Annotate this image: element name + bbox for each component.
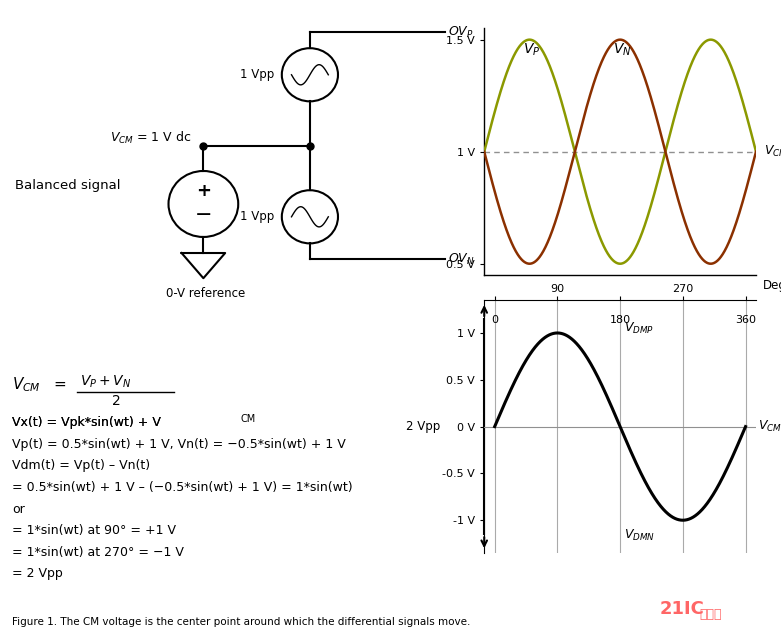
Text: $V_{DMN}$: $V_{DMN}$ (623, 528, 654, 543)
Text: $OV_N$: $OV_N$ (448, 252, 475, 267)
Text: CM: CM (241, 414, 256, 423)
Text: =: = (53, 377, 66, 392)
Text: Vx(t) = Vpk*sin(wt) + V: Vx(t) = Vpk*sin(wt) + V (12, 416, 161, 429)
Text: $V_P$: $V_P$ (523, 42, 540, 58)
Text: $V_{CM}$: $V_{CM}$ (764, 144, 781, 159)
Text: Figure 1. The CM voltage is the center point around which the differential signa: Figure 1. The CM voltage is the center p… (12, 617, 470, 627)
Text: $V_N$: $V_N$ (613, 42, 632, 58)
Text: +: + (196, 182, 211, 200)
Text: $V_P + V_N$: $V_P + V_N$ (80, 374, 131, 391)
Text: $V_{CM}$: $V_{CM}$ (758, 419, 781, 434)
Text: = 2 Vpp: = 2 Vpp (12, 568, 62, 580)
Text: 270: 270 (672, 284, 694, 294)
Text: or: or (12, 502, 25, 516)
Text: Balanced signal: Balanced signal (15, 179, 120, 192)
Text: $V_{DMP}$: $V_{DMP}$ (623, 320, 654, 336)
Text: 1 Vpp: 1 Vpp (241, 210, 275, 223)
Text: $OV_P$: $OV_P$ (448, 25, 473, 40)
Text: −: − (194, 205, 212, 225)
Text: Degree: Degree (763, 279, 781, 292)
Text: 2: 2 (112, 394, 120, 408)
Text: 21IC: 21IC (660, 600, 704, 618)
Text: $V_{CM}$: $V_{CM}$ (12, 375, 41, 394)
Text: Vx(t) = Vpk*sin(wt) + V: Vx(t) = Vpk*sin(wt) + V (12, 416, 161, 429)
Text: 0-V reference: 0-V reference (166, 288, 245, 300)
Text: 电子网: 电子网 (699, 607, 722, 621)
Text: $V_{CM}$ = 1 V dc: $V_{CM}$ = 1 V dc (109, 130, 191, 145)
Text: 0: 0 (491, 315, 498, 325)
Text: Vdm(t) = Vp(t) – Vn(t): Vdm(t) = Vp(t) – Vn(t) (12, 459, 150, 472)
Text: 360: 360 (735, 315, 756, 325)
Text: 90: 90 (551, 284, 565, 294)
Text: Vp(t) = 0.5*sin(wt) + 1 V, Vn(t) = −0.5*sin(wt) + 1 V: Vp(t) = 0.5*sin(wt) + 1 V, Vn(t) = −0.5*… (12, 438, 346, 451)
Text: 1 Vpp: 1 Vpp (241, 68, 275, 82)
Text: 180: 180 (609, 315, 631, 325)
Text: 2 Vpp: 2 Vpp (406, 420, 440, 433)
Text: = 0.5*sin(wt) + 1 V – (−0.5*sin(wt) + 1 V) = 1*sin(wt): = 0.5*sin(wt) + 1 V – (−0.5*sin(wt) + 1 … (12, 481, 353, 494)
Text: = 1*sin(wt) at 270° = −1 V: = 1*sin(wt) at 270° = −1 V (12, 546, 184, 559)
Text: = 1*sin(wt) at 90° = +1 V: = 1*sin(wt) at 90° = +1 V (12, 524, 176, 537)
